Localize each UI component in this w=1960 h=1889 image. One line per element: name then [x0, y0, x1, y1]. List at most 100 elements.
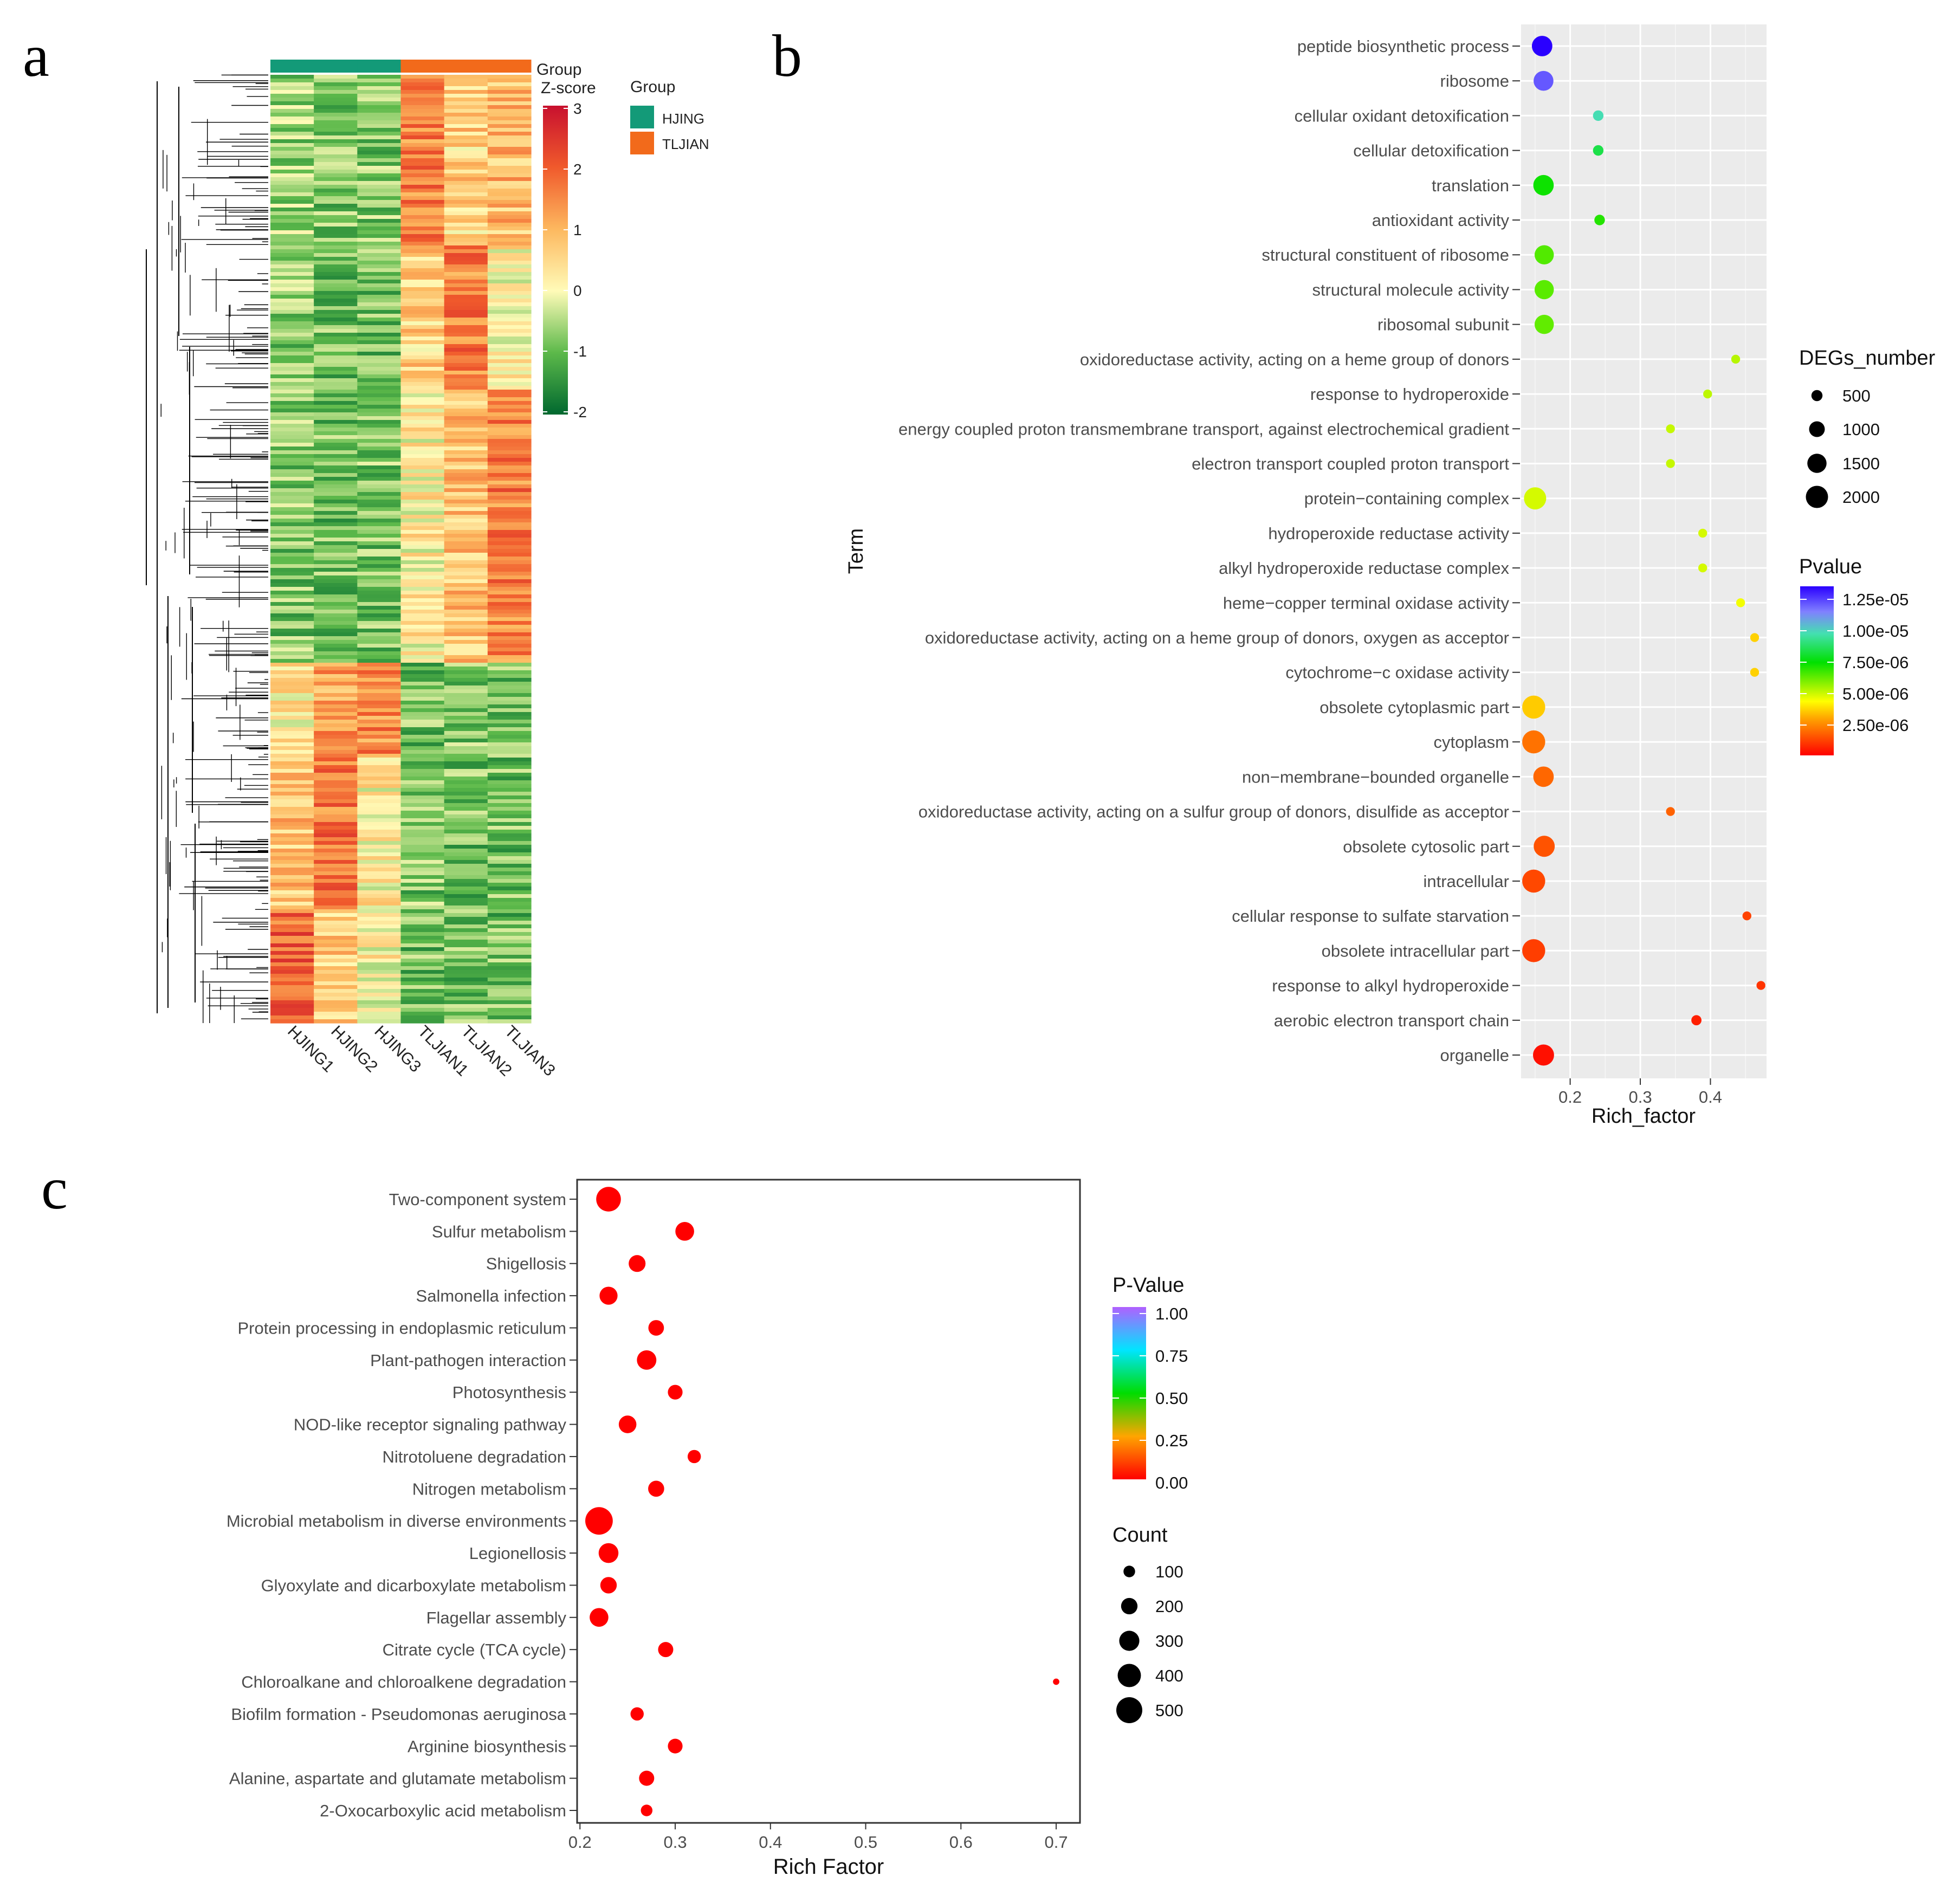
- zscore-tick-label: 3: [573, 100, 582, 117]
- heatmap-cell: [314, 659, 358, 663]
- heatmap-cell: [270, 670, 314, 675]
- term-label: obsolete intracellular part: [1322, 941, 1510, 960]
- heatmap-cell: [444, 386, 488, 390]
- heatmap-cell: [357, 841, 402, 845]
- heatmap-cell: [400, 659, 445, 663]
- heatmap-cell: [400, 496, 445, 500]
- heatmap-cell: [357, 883, 402, 887]
- heatmap-cell: [487, 598, 532, 603]
- heatmap-cell: [444, 549, 488, 553]
- heatmap-cell: [444, 693, 488, 697]
- heatmap-cell: [400, 382, 445, 386]
- heatmap-cell: [314, 932, 358, 936]
- heatmap-cell: [314, 830, 358, 834]
- heatmap-cell: [270, 704, 314, 709]
- heatmap-cell: [314, 287, 358, 292]
- heatmap-cell: [314, 431, 358, 436]
- heatmap-cell: [270, 962, 314, 967]
- heatmap-cell: [487, 640, 532, 644]
- heatmap-cell: [444, 579, 488, 584]
- size-legend-label: 400: [1155, 1666, 1183, 1685]
- heatmap-cell: [400, 147, 445, 151]
- heatmap-cell: [270, 723, 314, 728]
- heatmap-cell: [314, 731, 358, 735]
- heatmap-cell: [270, 951, 314, 955]
- data-point: [1742, 911, 1751, 921]
- heatmap-cell: [314, 151, 358, 155]
- heatmap-cell: [270, 139, 314, 144]
- heatmap-cell: [314, 507, 358, 512]
- heatmap-cell: [444, 139, 488, 144]
- heatmap-cell: [314, 928, 358, 933]
- heatmap-cell: [314, 1012, 358, 1016]
- legend-label-tljian: TLJIAN: [662, 136, 709, 152]
- heatmap-cell: [400, 329, 445, 333]
- heatmap-cell: [444, 871, 488, 876]
- color-legend-c-bar: [1112, 1307, 1146, 1479]
- data-point: [1731, 354, 1741, 364]
- heatmap-cell: [270, 454, 314, 458]
- heatmap-cell: [314, 826, 358, 830]
- size-legend-dot: [1806, 486, 1828, 508]
- heatmap-cell: [314, 572, 358, 576]
- heatmap-cell: [487, 318, 532, 322]
- heatmap-cell: [270, 735, 314, 739]
- heatmap-cell: [357, 583, 402, 587]
- heatmap-cell: [270, 500, 314, 504]
- heatmap-cell: [487, 272, 532, 276]
- heatmap-cell: [314, 139, 358, 144]
- heatmap-cell: [400, 917, 445, 921]
- heatmap-cell: [400, 598, 445, 603]
- heatmap-cell: [400, 276, 445, 280]
- heatmap-cell: [270, 689, 314, 694]
- heatmap-cell: [270, 333, 314, 337]
- heatmap-cell: [270, 989, 314, 993]
- heatmap-cell: [444, 849, 488, 853]
- term-label: non−membrane−bounded organelle: [1242, 767, 1509, 786]
- heatmap-cell: [400, 101, 445, 106]
- heatmap-cell: [487, 833, 532, 838]
- heatmap-cell: [314, 162, 358, 166]
- term-label: Arginine biosynthesis: [407, 1737, 566, 1756]
- heatmap-cell: [487, 530, 532, 534]
- heatmap-cell: [270, 663, 314, 667]
- size-legend-label: 300: [1155, 1632, 1183, 1651]
- heatmap-cell: [357, 951, 402, 955]
- heatmap-cell: [357, 833, 402, 838]
- heatmap-cell: [314, 120, 358, 125]
- heatmap-cell: [357, 928, 402, 933]
- heatmap-cell: [400, 883, 445, 887]
- heatmap-cell: [400, 162, 445, 166]
- heatmap-cell: [314, 363, 358, 367]
- data-point: [629, 1255, 646, 1272]
- heatmap-cell: [444, 822, 488, 826]
- heatmap-cell: [314, 355, 358, 360]
- heatmap-cell: [314, 883, 358, 887]
- heatmap-cell: [314, 348, 358, 352]
- term-label: heme−copper terminal oxidase activity: [1223, 593, 1510, 612]
- heatmap-cell: [487, 405, 532, 409]
- heatmap-cell: [487, 109, 532, 113]
- heatmap-cell: [270, 374, 314, 379]
- heatmap-cell: [314, 795, 358, 800]
- heatmap-cell: [357, 242, 402, 246]
- heatmap-cell: [357, 90, 402, 94]
- heatmap-cell: [314, 208, 358, 212]
- heatmap-cell: [270, 94, 314, 98]
- term-label: Legionellosis: [469, 1544, 566, 1563]
- heatmap-cell: [314, 94, 358, 98]
- heatmap-cell: [444, 708, 488, 713]
- heatmap-cell: [270, 773, 314, 777]
- heatmap-cell: [314, 625, 358, 629]
- heatmap-cell: [444, 428, 488, 432]
- heatmap-cell: [487, 871, 532, 876]
- heatmap-cell: [314, 557, 358, 561]
- heatmap-cell: [444, 917, 488, 921]
- heatmap-cell: [487, 549, 532, 553]
- heatmap-cell: [357, 75, 402, 79]
- heatmap-cell: [270, 75, 314, 79]
- heatmap-cell: [357, 587, 402, 591]
- heatmap-cell: [400, 583, 445, 587]
- heatmap-cell: [487, 902, 532, 906]
- heatmap-cell: [357, 970, 402, 974]
